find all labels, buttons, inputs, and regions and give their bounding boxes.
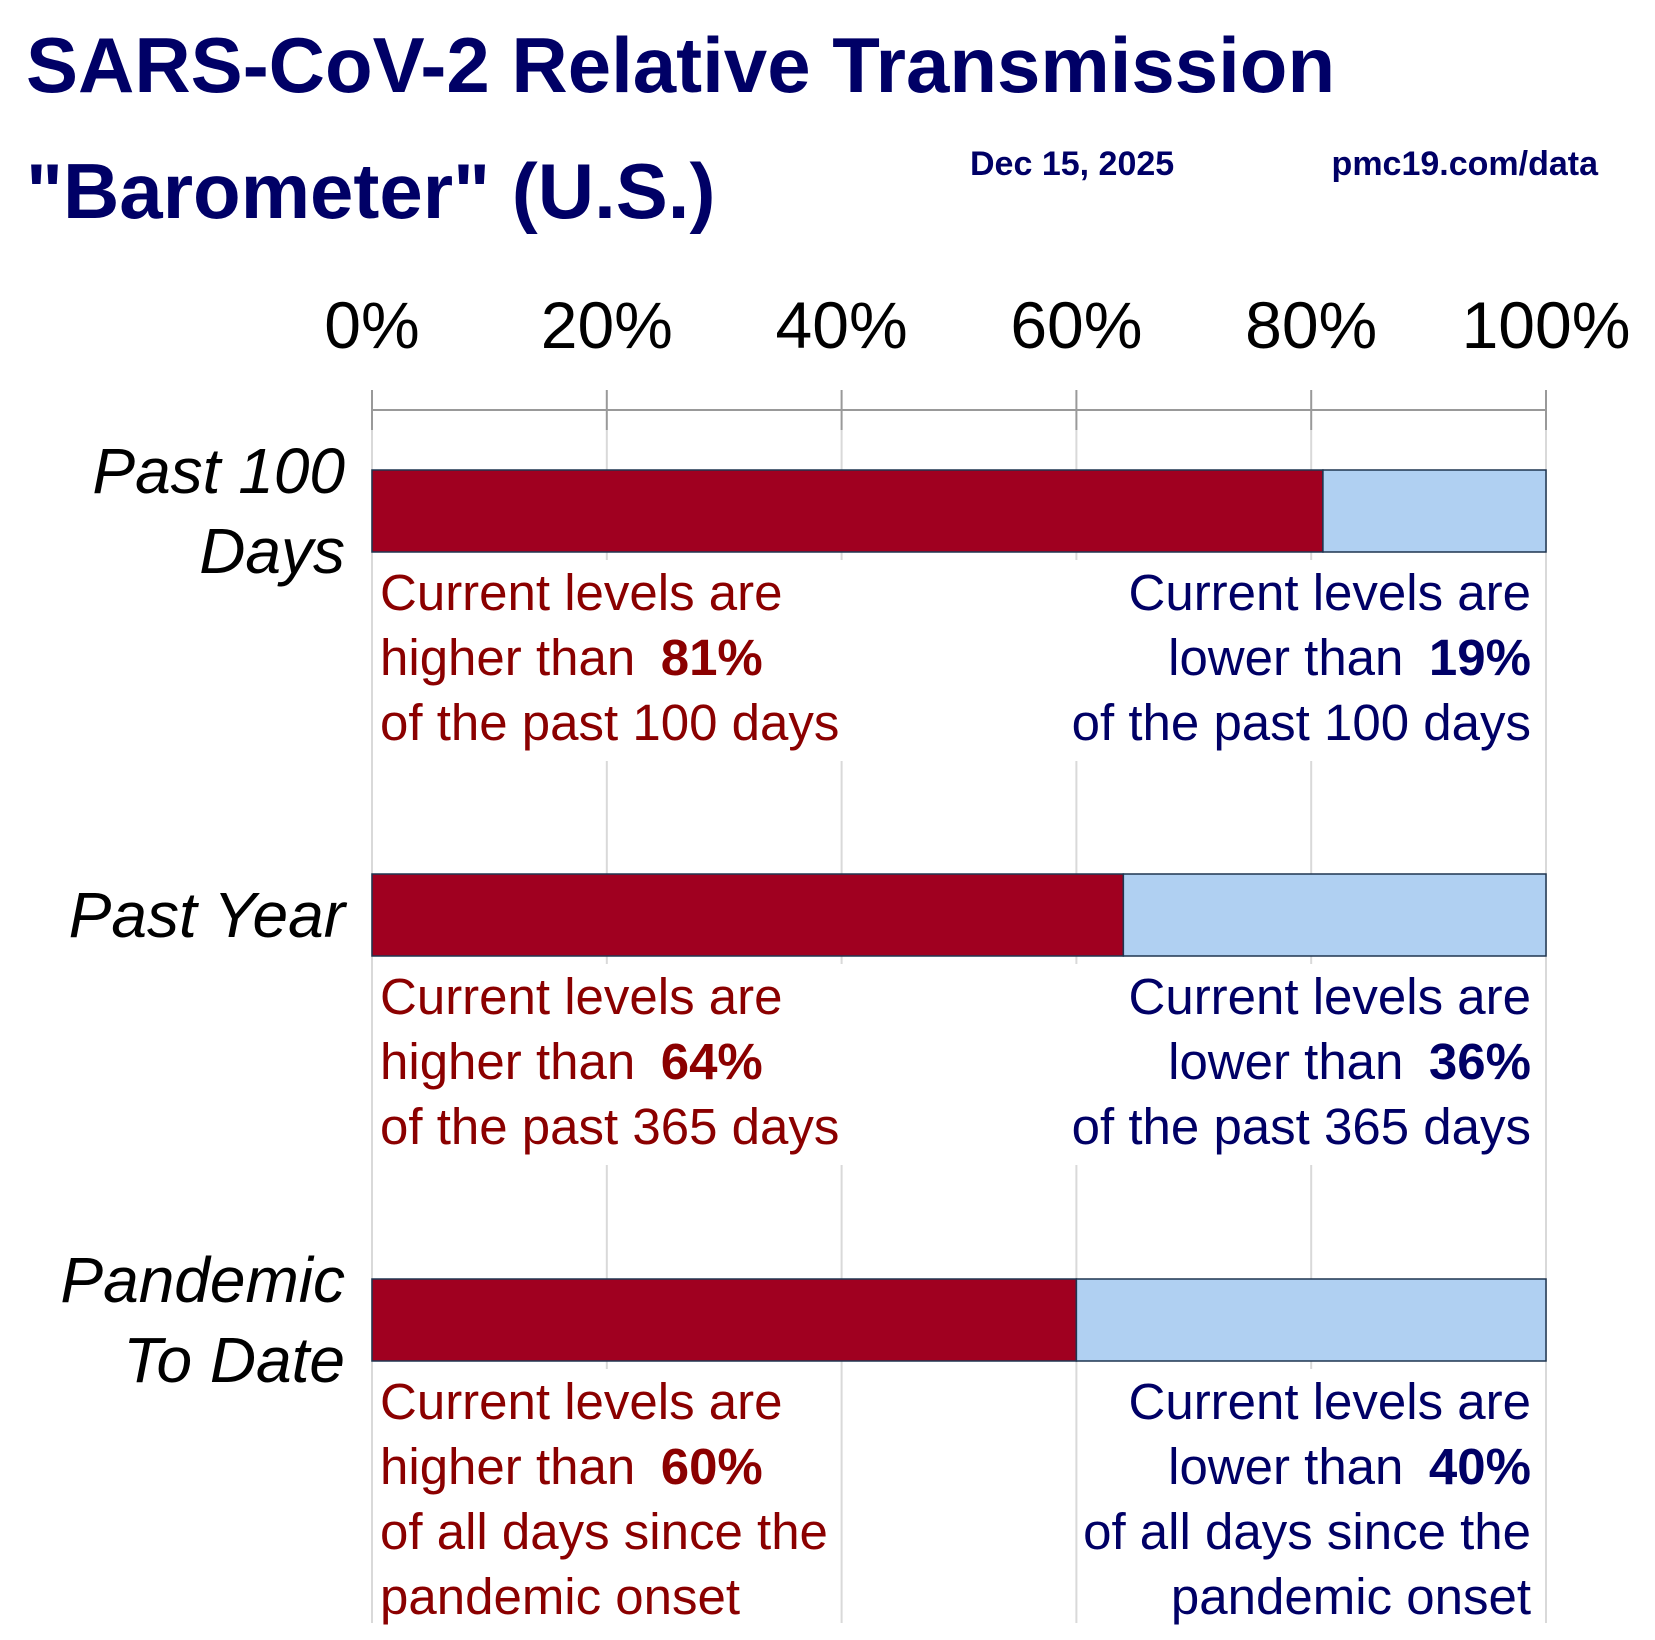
chart-title: "Barometer" (U.S.) [26,147,716,235]
x-tick-label: 80% [1245,288,1378,362]
annotation-text: higher than [380,1033,636,1090]
category-label: Pandemic To Date [60,1244,345,1396]
annotation: Current levels are lower than 40% of all da… [1079,1369,1535,1635]
annotation-line: pandemic onset [1170,1568,1531,1625]
x-tick-label: 100% [1461,288,1631,362]
x-tick-label: 0% [324,288,420,362]
annotation-line: higher than 64% [380,1029,839,1094]
bar-segment [1322,469,1547,553]
annotation-line: Current levels are [1128,1373,1532,1430]
value-label: 40% [1428,1438,1531,1495]
chart-title: SARS-CoV-2 Relative Transmission [26,21,1336,109]
annotation-line: higher than 81% [380,625,839,690]
annotation: Current levels are higher than 81% of the p… [376,560,844,761]
annotation-line: lower than 40% [1083,1434,1531,1499]
annotation-line: of all days since the [380,1503,828,1560]
annotation: Current levels are higher than 64% of the p… [376,964,844,1165]
source: pmc19.com/data [1331,145,1598,183]
bar-segment [371,469,1324,553]
annotation-line: higher than 60% [380,1434,828,1499]
annotation-line: Current levels are [1128,968,1532,1025]
annotation-line: of the past 100 days [1071,694,1531,751]
annotation-text: higher than [380,1438,636,1495]
bar-segment [371,873,1125,957]
x-tick-label: 40% [775,288,908,362]
annotation-line: of the past 100 days [380,694,840,751]
bar-segment [1122,873,1547,957]
category-label: Past Year [68,879,345,951]
annotation-text: lower than [1168,629,1404,686]
annotation-text: higher than [380,629,636,686]
x-tick-label: 20% [540,288,673,362]
annotation: Current levels are lower than 19% of the pa… [1067,560,1535,761]
value-label: 81% [660,629,763,686]
value-label: 36% [1428,1033,1531,1090]
annotation-line: Current levels are [1128,564,1532,621]
bar-segment [1075,1278,1547,1362]
annotation-line: Current levels are [380,564,783,621]
annotation-line: lower than 19% [1072,625,1531,690]
annotation-line: pandemic onset [380,1568,741,1625]
date: Dec 15, 2025 [970,145,1175,183]
value-label: 19% [1428,629,1531,686]
annotation-line: Current levels are [380,968,783,1025]
value-label: 64% [660,1033,763,1090]
annotation-line: Current levels are [380,1373,783,1430]
annotation-line: of the past 365 days [380,1098,840,1155]
x-tick-label: 60% [1010,288,1143,362]
annotation: Current levels are higher than 60% of all d… [376,1369,832,1635]
category-label: Past 100 Days [92,435,345,587]
annotation: Current levels are lower than 36% of the pa… [1067,964,1535,1165]
annotation-text: lower than [1168,1033,1404,1090]
annotation-line: lower than 36% [1072,1029,1531,1094]
annotation-line: of the past 365 days [1071,1098,1531,1155]
bar-segment [371,1278,1078,1362]
annotation-line: of all days since the [1083,1503,1531,1560]
value-label: 60% [660,1438,763,1495]
annotation-text: lower than [1168,1438,1404,1495]
